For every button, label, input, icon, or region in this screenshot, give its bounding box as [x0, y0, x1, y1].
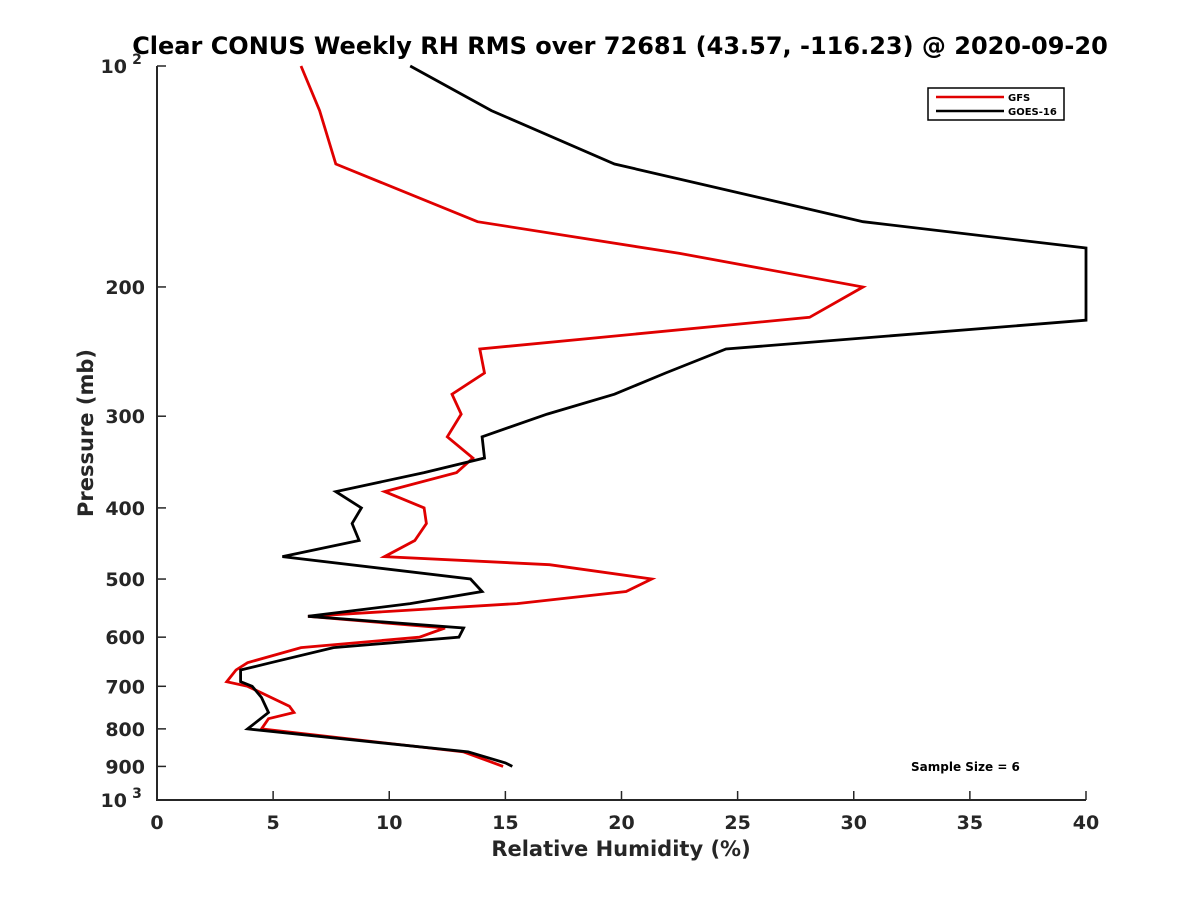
y-tick-exponent: 3 — [132, 786, 142, 802]
y-tick-label: 300 — [105, 406, 145, 428]
y-tick-exponent: 2 — [132, 52, 142, 68]
series-line-gfs — [224, 65, 868, 768]
y-axis: 10 2 200 300 400 500 600 700 800 900 10 3 — [101, 52, 166, 812]
x-tick-label: 40 — [1073, 812, 1099, 834]
y-axis-label: Pressure (mb) — [74, 349, 98, 517]
plot-area — [157, 66, 1086, 800]
chart-title: Clear CONUS Weekly RH RMS over 72681 (43… — [132, 32, 1108, 60]
series-line-goes16 — [239, 64, 1088, 768]
legend-label-gfs: GFS — [1008, 93, 1030, 104]
y-tick-label: 600 — [105, 627, 145, 649]
y-tick-label: 700 — [105, 676, 145, 698]
y-tick-label: 500 — [105, 569, 145, 591]
y-tick-label: 800 — [105, 719, 145, 741]
legend-box — [927, 87, 1065, 121]
x-axis: 0 5 10 15 20 25 30 35 40 — [150, 791, 1099, 834]
x-axis-label: Relative Humidity (%) — [491, 837, 750, 861]
x-tick-label: 30 — [841, 812, 867, 834]
x-tick-label: 5 — [267, 812, 280, 834]
series-layer — [224, 64, 1088, 768]
x-tick-label: 20 — [608, 812, 634, 834]
x-tick-label: 15 — [492, 812, 518, 834]
sample-size-annotation: Sample Size = 6 — [911, 760, 1020, 774]
y-tick-label: 400 — [105, 498, 145, 520]
x-tick-label: 0 — [150, 812, 163, 834]
legend: GFS GOES-16 — [927, 87, 1065, 121]
y-tick-label: 900 — [105, 756, 145, 778]
legend-label-goes16: GOES-16 — [1008, 107, 1057, 118]
y-tick-label: 10 — [101, 56, 127, 78]
x-tick-label: 35 — [957, 812, 983, 834]
x-tick-label: 25 — [724, 812, 750, 834]
x-tick-label: 10 — [376, 812, 402, 834]
y-tick-label: 200 — [105, 277, 145, 299]
y-tick-label: 10 — [101, 790, 127, 812]
